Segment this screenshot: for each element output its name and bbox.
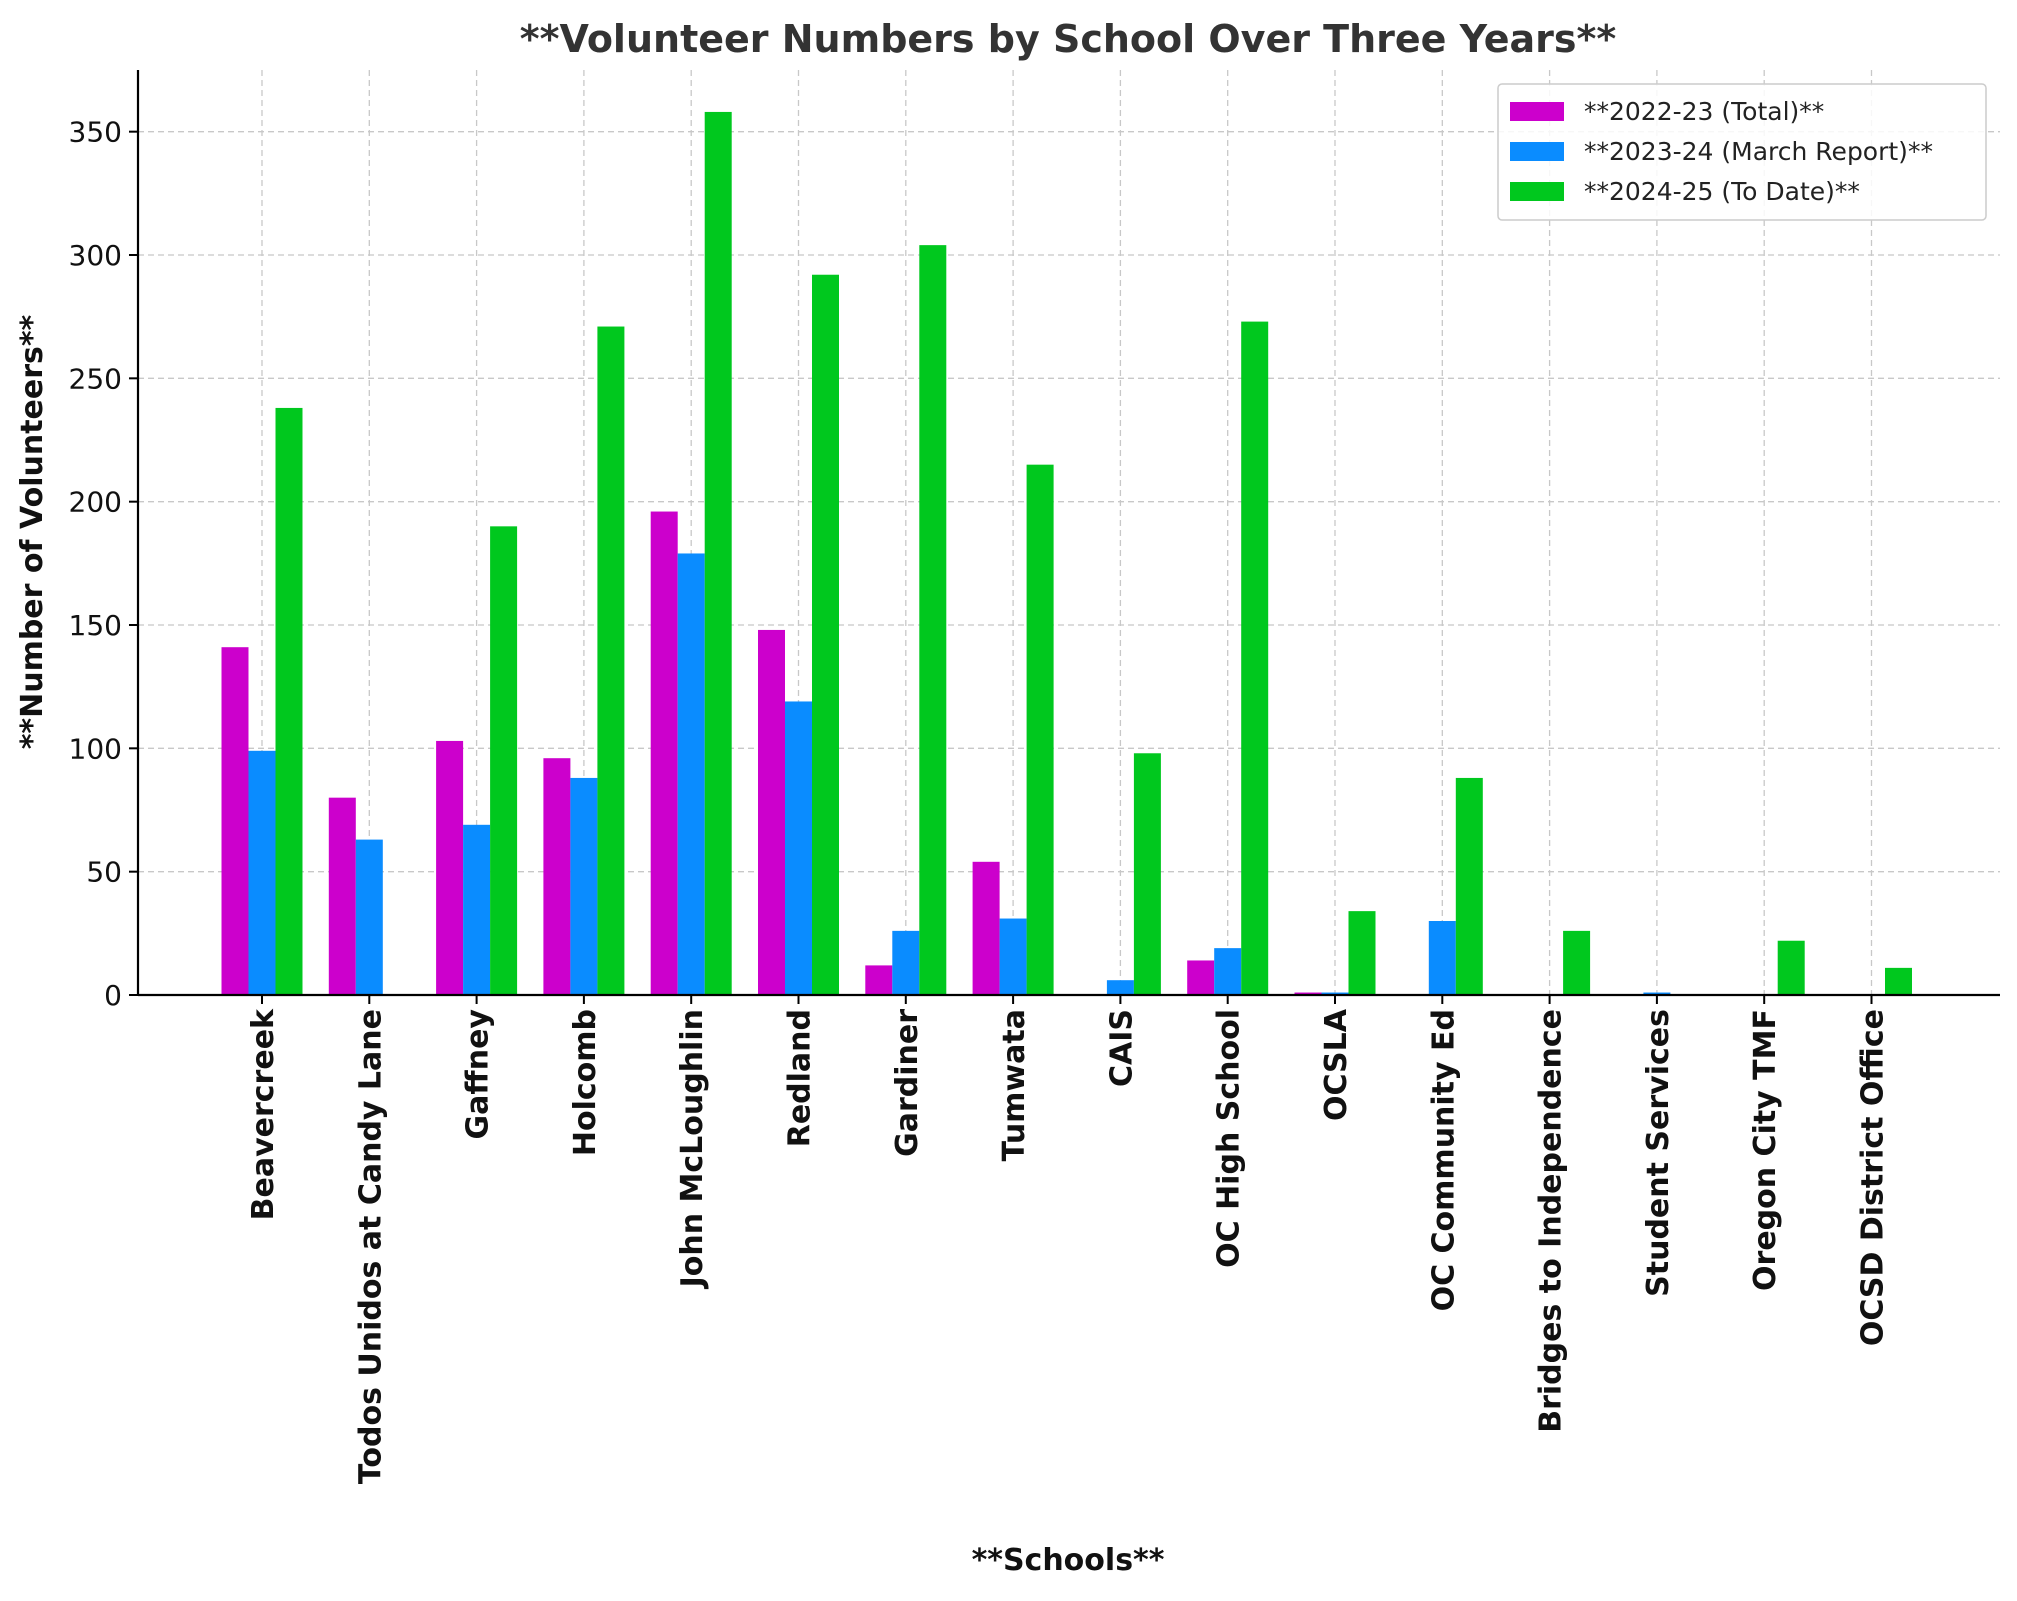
bar [1428, 921, 1456, 995]
bar [463, 824, 491, 995]
bar [436, 740, 464, 995]
legend-label: **2024-25 (To Date)** [1584, 177, 1860, 206]
bar [248, 750, 276, 995]
legend-swatch [1510, 102, 1564, 121]
x-tick-label: Todos Unidos at Candy Lane [353, 1009, 388, 1484]
bar [1187, 960, 1215, 995]
y-tick-label: 50 [86, 856, 122, 889]
bar [597, 326, 625, 995]
bar [490, 526, 518, 995]
legend-label: **2023-24 (March Report)** [1584, 137, 1933, 166]
x-tick-label: OC High School [1212, 1009, 1247, 1268]
bar [570, 777, 598, 995]
bar [355, 839, 383, 995]
legend-swatch [1510, 182, 1564, 201]
y-tick-label: 200 [69, 486, 122, 519]
bar [1214, 948, 1242, 995]
y-tick-label: 100 [69, 732, 122, 765]
x-tick-label: Holcomb [568, 1009, 603, 1156]
bar [275, 407, 303, 995]
x-tick-label: OCSLA [1319, 1008, 1354, 1121]
axes [129, 70, 2000, 1004]
x-tick-label: Oregon City TMF [1748, 1009, 1783, 1291]
bar [1026, 464, 1054, 996]
bar [704, 111, 732, 995]
bar [999, 918, 1027, 995]
bar [758, 629, 785, 995]
bar [785, 701, 812, 995]
y-tick-label: 0 [104, 979, 122, 1012]
legend-box [1497, 83, 1987, 221]
chart-title: **Volunteer Numbers by School Over Three… [520, 17, 1617, 61]
legend-swatch [1510, 142, 1564, 161]
x-tick-label: John McLoughlin [675, 1009, 710, 1289]
bar [892, 930, 920, 995]
tick-labels: 0 50 100 150 200 250 300 350 Beavercreek Todos Un… [69, 116, 1891, 1484]
y-tick-label: 250 [69, 362, 122, 395]
x-tick-label: Bridges to Independence [1534, 1009, 1569, 1433]
x-tick-label: OCSD District Office [1856, 1009, 1891, 1346]
bar [1106, 980, 1134, 995]
bar [1348, 911, 1376, 995]
bar [1321, 992, 1349, 995]
bar [677, 553, 705, 995]
x-tick-label: Tumwata [997, 1009, 1032, 1161]
bar [221, 647, 249, 995]
x-axis-title: **Schools** [972, 1543, 1165, 1578]
bar [1885, 967, 1912, 995]
bars [221, 111, 1912, 996]
y-tick-label: 150 [69, 609, 122, 642]
bar [1563, 930, 1591, 995]
y-tick-label: 350 [69, 116, 122, 149]
bar [1643, 992, 1671, 995]
x-tick-label: CAIS [1104, 1009, 1139, 1087]
bar [1241, 321, 1269, 996]
bar [972, 861, 1000, 995]
x-tick-label: Beavercreek [246, 1008, 281, 1220]
x-tick-label: OC Community Ed [1426, 1009, 1461, 1311]
bar [328, 797, 356, 995]
x-tick-label: Redland [783, 1009, 818, 1147]
legend-label: **2022-23 (Total)** [1584, 97, 1824, 126]
bar [1455, 777, 1483, 995]
legend: **2022-23 (Total)** **2023-24 (March Repo… [1497, 83, 1987, 221]
x-tick-label: Student Services [1641, 1009, 1676, 1297]
bar [543, 758, 571, 995]
y-axis-title: **Number of Volunteers** [15, 314, 50, 749]
bar [650, 511, 678, 995]
bar [1133, 753, 1161, 995]
bar [1777, 940, 1805, 995]
x-tick-label: Gardiner [890, 1009, 925, 1157]
y-tick-label: 300 [69, 239, 122, 272]
bar [1294, 992, 1322, 995]
bar [919, 245, 947, 996]
bar [865, 965, 893, 995]
x-tick-label: Gaffney [461, 1009, 496, 1140]
bar [812, 274, 839, 995]
